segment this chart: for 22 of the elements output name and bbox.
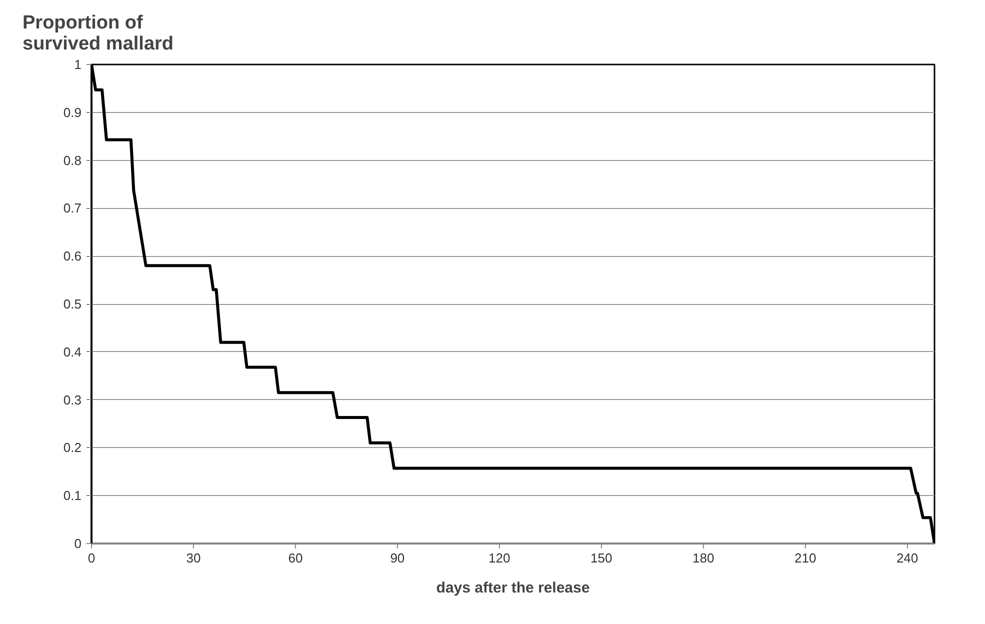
x-tick-label: 0 (88, 550, 96, 566)
x-tick-label: 30 (186, 550, 201, 566)
x-tick-label: 150 (590, 550, 612, 566)
y-tick-label: 0.2 (63, 440, 82, 456)
x-tick-label: 210 (794, 550, 816, 566)
x-tick-label: 120 (488, 550, 510, 566)
x-tick-label: 240 (896, 550, 918, 566)
y-tick-label: 0 (74, 536, 82, 551)
x-axis-title: days after the release (436, 580, 590, 596)
y-tick-label: 0.4 (63, 344, 82, 360)
y-tick-label: 0.8 (63, 152, 82, 168)
x-tick-label: 180 (692, 550, 714, 566)
y-tick-label: 0.6 (63, 248, 82, 264)
y-tick-label: 0.5 (63, 296, 82, 312)
x-tick-label: 60 (288, 550, 303, 566)
chart-title: Proportion of survived mallard (22, 12, 174, 54)
y-tick-label: 0.3 (63, 392, 82, 408)
y-tick-label: 1 (74, 57, 82, 72)
y-tick-label: 0.7 (63, 200, 82, 216)
x-tick-label: 90 (390, 550, 405, 566)
y-tick-label: 0.9 (63, 104, 82, 120)
y-tick-label: 0.1 (63, 488, 82, 504)
